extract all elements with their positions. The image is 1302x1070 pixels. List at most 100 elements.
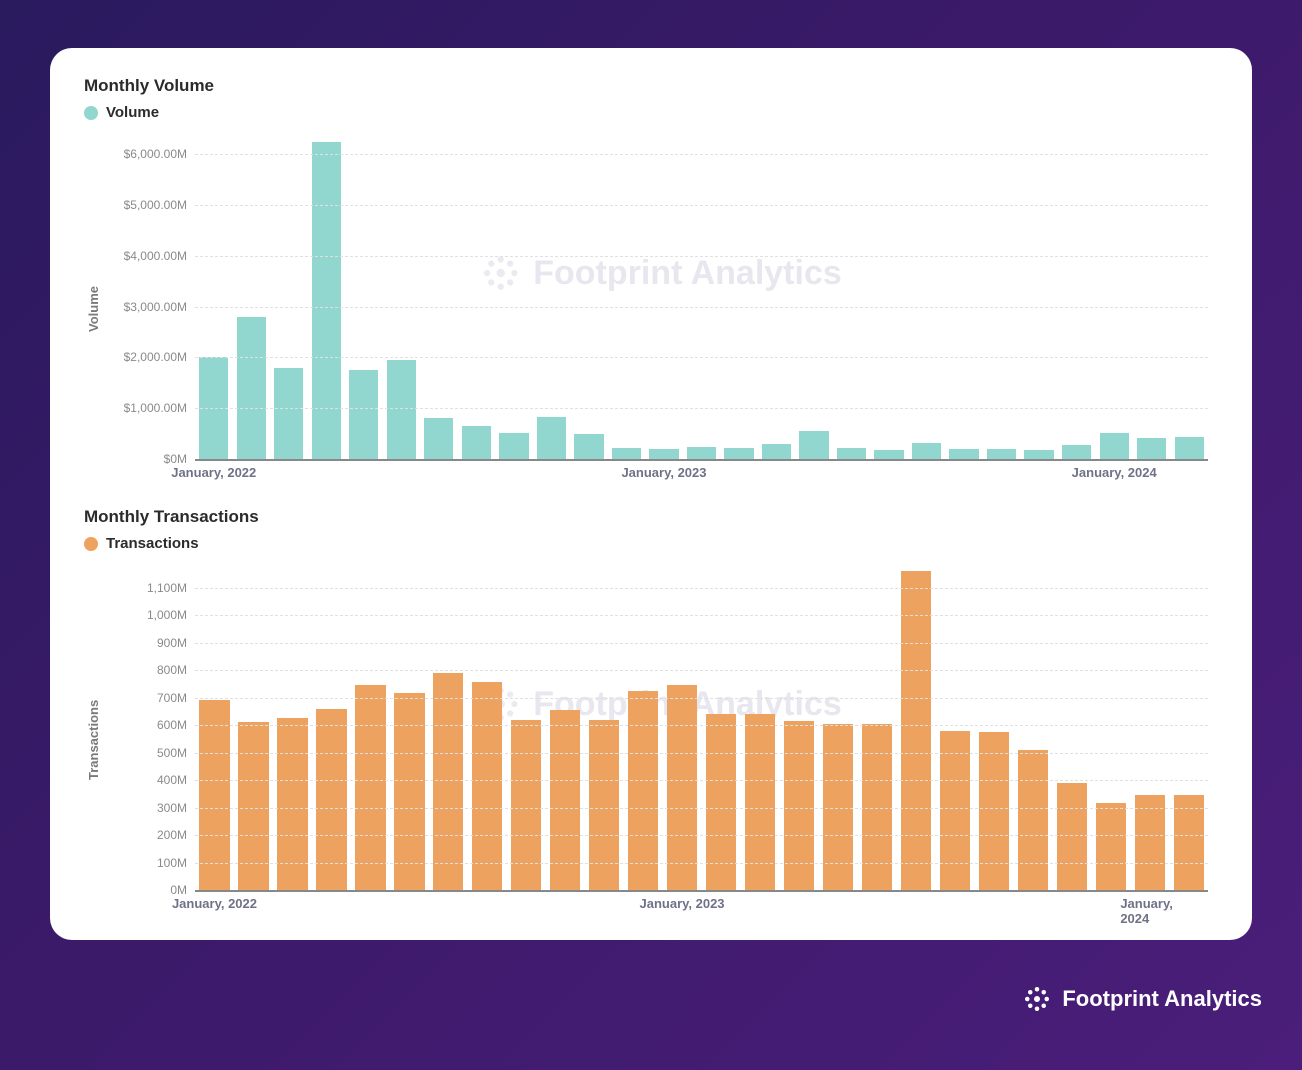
bar[interactable]	[499, 433, 528, 459]
bar-slot	[533, 129, 571, 459]
bar-slot	[795, 129, 833, 459]
bar[interactable]	[1018, 750, 1048, 890]
ytick-label: 800M	[157, 663, 187, 677]
bar[interactable]	[649, 449, 678, 459]
bar[interactable]	[724, 448, 753, 459]
bar[interactable]	[667, 685, 697, 890]
bar[interactable]	[472, 682, 502, 890]
bar[interactable]	[784, 721, 814, 890]
bar[interactable]	[238, 722, 268, 890]
volume-plot-wrap: Volume Footprint Analytics	[84, 129, 1218, 489]
bar[interactable]	[574, 434, 603, 459]
bar-slot	[758, 129, 796, 459]
bar[interactable]	[589, 720, 619, 891]
bar[interactable]	[940, 731, 970, 891]
bar[interactable]	[462, 426, 491, 459]
bar[interactable]	[387, 360, 416, 459]
xtick-label: January, 2024	[1072, 465, 1157, 480]
bar[interactable]	[433, 673, 463, 890]
bar[interactable]	[1100, 433, 1129, 459]
ytick-label: 600M	[157, 718, 187, 732]
ytick-label: 900M	[157, 636, 187, 650]
transactions-chart: Monthly Transactions Transactions Transa…	[84, 507, 1218, 920]
footer-brand-text: Footprint Analytics	[1062, 986, 1262, 1012]
footer-brand: Footprint Analytics	[1022, 984, 1262, 1014]
ytick-label: 300M	[157, 801, 187, 815]
bar[interactable]	[612, 448, 641, 459]
bar[interactable]	[687, 447, 716, 459]
bar-slot	[1095, 129, 1133, 459]
bar[interactable]	[394, 693, 424, 890]
ytick-label: $1,000.00M	[124, 401, 187, 415]
xtick-label: January, 2023	[639, 896, 724, 911]
bar[interactable]	[874, 450, 903, 459]
bar[interactable]	[1096, 803, 1126, 890]
gridline	[195, 357, 1208, 358]
bar[interactable]	[628, 691, 658, 890]
bar-slot	[495, 129, 533, 459]
gridline	[195, 753, 1208, 754]
bar[interactable]	[1062, 445, 1091, 459]
bar[interactable]	[979, 732, 1009, 890]
bar[interactable]	[237, 317, 266, 459]
gridline	[195, 863, 1208, 864]
transactions-plot-wrap: Transactions Footprint Analytics	[84, 560, 1218, 920]
xtick-label: January, 2024	[1120, 896, 1178, 926]
bar[interactable]	[706, 714, 736, 890]
volume-legend: Volume	[84, 104, 1218, 121]
bar[interactable]	[277, 718, 307, 890]
bar[interactable]	[1135, 795, 1165, 890]
bar[interactable]	[355, 685, 385, 890]
gridline	[195, 670, 1208, 671]
volume-legend-label: Volume	[106, 104, 159, 121]
bar-slot	[908, 129, 946, 459]
bar[interactable]	[1057, 783, 1087, 890]
bar[interactable]	[987, 449, 1016, 459]
ytick-label: 400M	[157, 773, 187, 787]
bar-slot	[720, 129, 758, 459]
bar-slot	[645, 129, 683, 459]
bar[interactable]	[511, 720, 541, 891]
transactions-xticks: January, 2022January, 2023January, 2024	[195, 890, 1208, 920]
bar[interactable]	[762, 444, 791, 459]
bar[interactable]	[349, 370, 378, 459]
bar-slot	[1170, 129, 1208, 459]
gridline	[195, 154, 1208, 155]
volume-ylabel: Volume	[84, 129, 103, 489]
bar[interactable]	[274, 368, 303, 459]
bar-slot	[270, 129, 308, 459]
xtick-label: January, 2023	[621, 465, 706, 480]
bar[interactable]	[799, 431, 828, 459]
transactions-chart-title: Monthly Transactions	[84, 507, 1218, 527]
bar[interactable]	[745, 714, 775, 890]
bar[interactable]	[1174, 795, 1204, 890]
transactions-legend-swatch	[84, 537, 98, 551]
bar-slot	[308, 129, 346, 459]
bar[interactable]	[1024, 450, 1053, 459]
bar[interactable]	[949, 449, 978, 459]
charts-card: Monthly Volume Volume Volume	[50, 48, 1252, 940]
ytick-label: 1,100M	[147, 581, 187, 595]
ytick-label: 100M	[157, 856, 187, 870]
bar[interactable]	[1137, 438, 1166, 459]
volume-bars	[195, 129, 1208, 459]
transactions-grid-area: 0M100M200M300M400M500M600M700M800M900M1,…	[195, 560, 1208, 890]
gridline	[195, 725, 1208, 726]
ytick-label: 200M	[157, 828, 187, 842]
bar-slot	[1020, 129, 1058, 459]
ytick-label: 700M	[157, 691, 187, 705]
footprint-icon	[1022, 984, 1052, 1014]
bar-slot	[420, 129, 458, 459]
volume-chart: Monthly Volume Volume Volume	[84, 76, 1218, 489]
bar[interactable]	[424, 418, 453, 459]
ytick-label: $4,000.00M	[124, 249, 187, 263]
bar[interactable]	[901, 571, 931, 890]
volume-grid-area: $0M$1,000.00M$2,000.00M$3,000.00M$4,000.…	[195, 129, 1208, 459]
gridline	[195, 307, 1208, 308]
bar[interactable]	[537, 417, 566, 459]
bar[interactable]	[312, 142, 341, 459]
bar[interactable]	[912, 443, 941, 459]
bar-slot	[383, 129, 421, 459]
bar[interactable]	[837, 448, 866, 459]
bar[interactable]	[1175, 437, 1204, 459]
